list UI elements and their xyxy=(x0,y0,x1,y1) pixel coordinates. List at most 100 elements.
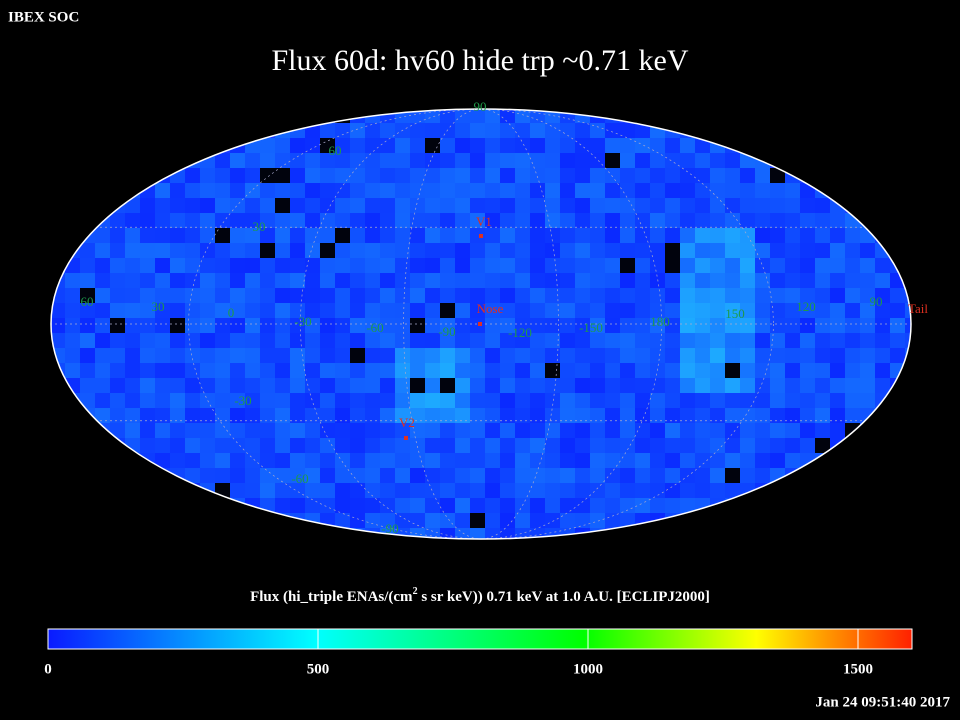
sky-pixel xyxy=(335,228,350,243)
sky-pixel xyxy=(260,258,275,273)
sky-pixel xyxy=(140,378,155,393)
sky-pixel xyxy=(440,468,455,483)
sky-pixel xyxy=(800,288,815,303)
sky-pixel xyxy=(800,243,815,258)
sky-pixel xyxy=(725,243,740,258)
sky-pixel xyxy=(515,153,530,168)
sky-pixel xyxy=(395,273,410,288)
sky-pixel xyxy=(470,453,485,468)
sky-pixel xyxy=(335,363,350,378)
sky-pixel xyxy=(170,333,185,348)
sky-pixel xyxy=(815,333,830,348)
sky-pixel xyxy=(410,393,425,408)
sky-pixel xyxy=(635,138,650,153)
sky-pixel xyxy=(905,303,911,318)
sky-pixel xyxy=(740,288,755,303)
sky-pixel xyxy=(245,333,260,348)
sky-pixel xyxy=(155,303,170,318)
sky-pixel xyxy=(275,243,290,258)
sky-pixel xyxy=(575,198,590,213)
sky-pixel xyxy=(695,348,710,363)
lat-label: 90 xyxy=(474,99,487,114)
sky-pixel xyxy=(170,183,185,198)
sky-pixel xyxy=(365,198,380,213)
sky-pixel xyxy=(665,423,680,438)
sky-pixel xyxy=(275,378,290,393)
sky-pixel xyxy=(350,243,365,258)
sky-pixel xyxy=(425,453,440,468)
sky-pixel xyxy=(785,378,800,393)
sky-pixel xyxy=(305,378,320,393)
sky-pixel xyxy=(620,483,635,498)
sky-pixel xyxy=(500,109,515,123)
sky-pixel xyxy=(260,168,275,183)
sky-pixel xyxy=(485,348,500,363)
sky-pixel xyxy=(635,153,650,168)
sky-pixel xyxy=(455,483,470,498)
sky-pixel xyxy=(170,438,185,453)
sky-pixel xyxy=(530,468,545,483)
sky-pixel xyxy=(665,453,680,468)
sky-pixel xyxy=(650,288,665,303)
sky-pixel xyxy=(110,228,125,243)
sky-pixel xyxy=(260,468,275,483)
sky-pixel xyxy=(470,168,485,183)
sky-pixel xyxy=(680,183,695,198)
sky-pixel xyxy=(500,408,515,423)
sky-pixel xyxy=(350,513,365,528)
sky-pixel xyxy=(530,393,545,408)
sky-pixel xyxy=(110,378,125,393)
sky-pixel xyxy=(200,438,215,453)
sky-pixel xyxy=(695,408,710,423)
sky-pixel xyxy=(215,378,230,393)
sky-pixel xyxy=(410,528,425,539)
sky-pixel xyxy=(95,318,110,333)
lat-label: -60 xyxy=(291,471,308,486)
sky-pixel xyxy=(455,438,470,453)
sky-pixel xyxy=(320,483,335,498)
sky-pixel xyxy=(815,438,830,453)
sky-pixel xyxy=(260,483,275,498)
sky-pixel xyxy=(80,348,95,363)
sky-pixel xyxy=(380,423,395,438)
sky-pixel xyxy=(740,423,755,438)
sky-pixel xyxy=(125,303,140,318)
sky-pixel xyxy=(305,153,320,168)
sky-pixel xyxy=(695,333,710,348)
sky-pixel xyxy=(410,198,425,213)
marker-label: Nose xyxy=(477,301,504,316)
sky-pixel xyxy=(170,318,185,333)
sky-pixel xyxy=(500,363,515,378)
sky-pixel xyxy=(245,243,260,258)
sky-pixel xyxy=(545,213,560,228)
sky-pixel xyxy=(440,273,455,288)
sky-pixel xyxy=(590,228,605,243)
sky-pixel xyxy=(530,213,545,228)
sky-pixel xyxy=(455,243,470,258)
colorbar-title-sup: 2 xyxy=(413,586,418,597)
sky-pixel xyxy=(680,408,695,423)
sky-pixel xyxy=(425,513,440,528)
sky-pixel xyxy=(350,273,365,288)
sky-pixel xyxy=(590,198,605,213)
sky-pixel xyxy=(755,438,770,453)
sky-pixel xyxy=(305,318,320,333)
sky-pixel xyxy=(170,273,185,288)
sky-pixel xyxy=(290,333,305,348)
marker-label: V2 xyxy=(399,415,415,430)
sky-pixel xyxy=(275,393,290,408)
sky-pixel xyxy=(530,183,545,198)
sky-pixel xyxy=(695,393,710,408)
sky-pixel xyxy=(635,393,650,408)
colorbar-tick-label: 1500 xyxy=(843,661,873,677)
sky-pixel xyxy=(470,408,485,423)
sky-pixel xyxy=(710,453,725,468)
sky-pixel xyxy=(290,468,305,483)
sky-pixel xyxy=(785,408,800,423)
sky-pixel xyxy=(470,258,485,273)
sky-pixel xyxy=(335,438,350,453)
sky-pixel xyxy=(395,318,410,333)
sky-pixel xyxy=(65,303,80,318)
sky-pixel xyxy=(320,243,335,258)
sky-pixel xyxy=(635,498,650,513)
